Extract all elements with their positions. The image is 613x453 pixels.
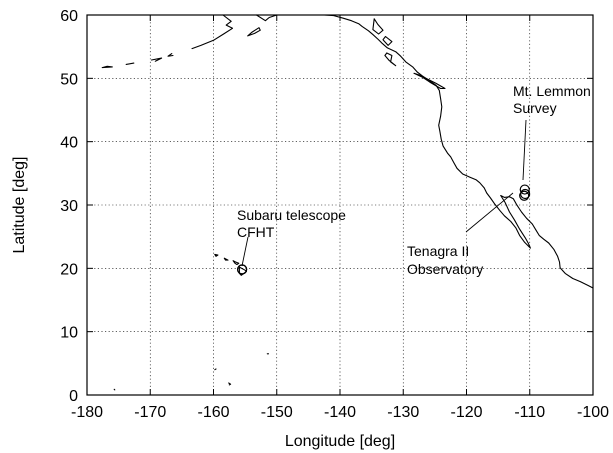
y-tick-label: 40 [60, 135, 78, 152]
coastline-path [125, 62, 135, 65]
coastlines [101, 14, 594, 391]
y-tick-label: 30 [60, 198, 78, 215]
coastline-path [293, 14, 594, 289]
coastline-path [214, 253, 219, 257]
x-tick-label: -150 [261, 404, 293, 421]
coastline-path [167, 53, 174, 57]
coastline-path [255, 14, 278, 22]
axis-ticks [86, 14, 594, 396]
coastline-path [101, 65, 113, 69]
tenagra-label-line-2: Observatory [407, 261, 483, 277]
x-tick-label: -110 [514, 404, 545, 421]
y-tick-label: 20 [60, 261, 78, 278]
x-tick-labels: -180 -170 -160 -150 -140 -130 -120 -110 -100 [71, 404, 609, 421]
grid-lines [87, 15, 593, 395]
coastline-path [247, 27, 261, 37]
lemmon-site-marker [519, 184, 530, 195]
x-tick-label: -140 [324, 404, 356, 421]
coastline-path [150, 57, 163, 62]
tenagra-label-line-1: Tenagra II [407, 243, 469, 259]
y-axis-label: Latitude [deg] [11, 157, 28, 254]
x-tick-label: -170 [134, 404, 166, 421]
coastline-path [113, 388, 116, 391]
coastline-path [382, 35, 393, 46]
y-tick-label: 0 [69, 388, 78, 405]
x-tick-label: -100 [577, 404, 609, 421]
lemmon-site-marker [520, 188, 531, 200]
y-tick-labels: 0 10 20 30 40 50 60 [60, 8, 78, 405]
coastline-path [191, 14, 234, 50]
y-tick-label: 10 [60, 325, 78, 342]
coastline-path [384, 52, 397, 67]
y-tick-label: 60 [60, 8, 78, 25]
coastline-path [223, 257, 229, 261]
observatory-markers [236, 184, 531, 275]
coastline-path [232, 260, 240, 266]
coastline-path [214, 368, 217, 371]
hawaii-label-line-1: Subaru telescope [237, 207, 346, 223]
x-tick-label: -180 [71, 404, 103, 421]
lemmon-leader-line [522, 119, 527, 181]
x-axis-label: Longitude [deg] [285, 433, 395, 450]
tenagra-site-marker [519, 190, 530, 201]
hawaii-leader-line [241, 236, 249, 267]
coastline-path [228, 382, 232, 386]
coastline-path [413, 72, 446, 90]
x-tick-label: -160 [197, 404, 229, 421]
y-tick-label: 50 [60, 71, 78, 88]
lemmon-label-line-2: Survey [513, 100, 557, 116]
hawaii-label-line-2: CFHT [237, 224, 275, 240]
lemmon-label-line-1: Mt. Lemmon [513, 83, 591, 99]
x-tick-label: -120 [450, 404, 482, 421]
x-tick-label: -130 [387, 404, 419, 421]
tenagra-leader-line [465, 192, 514, 233]
coastline-path [372, 18, 384, 35]
